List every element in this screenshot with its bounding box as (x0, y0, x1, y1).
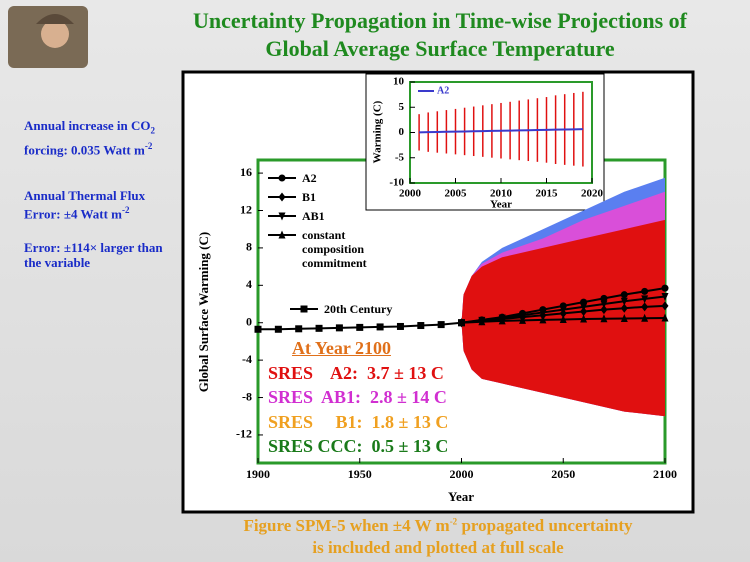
y-tick-label: -5 (395, 151, 405, 163)
annotation: SRES A2: 3.7 ± 13 C (268, 363, 444, 384)
portrait-face (41, 20, 69, 48)
note-text: forcing: 0.035 Watt m (24, 142, 145, 157)
caption-line: is included and plotted at full scale (183, 538, 693, 558)
caption-text: Figure SPM-5 when ±4 W m (243, 516, 449, 535)
y-tick-label: 4 (246, 277, 252, 291)
marker (397, 323, 404, 330)
x-axis-label: Year (490, 199, 512, 211)
side-note: Error: ±114× larger than the variable (24, 240, 174, 270)
marker (417, 322, 424, 329)
y-tick-label: 16 (240, 165, 252, 179)
marker (255, 326, 262, 333)
legend-label: AB1 (302, 209, 422, 223)
side-note: Annual increase in CO2 forcing: 0.035 Wa… (24, 118, 174, 157)
legend-label: A2 (302, 171, 422, 185)
chart-canvas: 19001950200020502100-12-8-40481216YearGl… (0, 0, 750, 562)
annotation: SRES B1: 1.8 ± 13 C (268, 412, 448, 433)
y-tick-label: 0 (399, 126, 405, 138)
caption-text: propagated uncertainty (457, 516, 632, 535)
y-axis-label: Warming (C) (372, 100, 384, 163)
marker (438, 321, 445, 328)
y-axis-label: Global Surface Warming (C) (196, 232, 211, 392)
legend-label: A2 (437, 85, 449, 96)
y-tick-label: -8 (242, 389, 252, 403)
y-tick-label: 10 (393, 76, 405, 88)
side-note: Annual Thermal Flux Error: ±4 Watt m-2 (24, 188, 174, 221)
annotation: SRES CCC: 0.5 ± 13 C (268, 436, 448, 457)
legend-marker (279, 175, 286, 182)
x-tick-label: 2000 (450, 467, 474, 481)
x-tick-label: 1900 (246, 467, 270, 481)
title-line: Global Average Surface Temperature (130, 36, 750, 62)
annotation: At Year 2100 (292, 338, 391, 359)
legend-label: 20th Century (324, 302, 444, 316)
x-tick-label: 2005 (445, 188, 468, 200)
y-tick-label: 8 (246, 240, 252, 254)
marker (641, 288, 648, 295)
x-axis-label: Year (448, 489, 474, 504)
note-text: Error: ±114× larger than the variable (24, 240, 163, 270)
legend-label: B1 (302, 190, 422, 204)
marker (356, 324, 363, 331)
note-sup: -2 (145, 141, 153, 151)
annotation: SRES AB1: 2.8 ± 14 C (268, 387, 447, 408)
x-tick-label: 2020 (581, 188, 604, 200)
x-tick-label: 1950 (348, 467, 372, 481)
y-tick-label: 12 (240, 202, 252, 216)
marker (662, 285, 669, 292)
marker (336, 324, 343, 331)
note-sub: 2 (151, 126, 156, 136)
y-tick-label: -12 (236, 427, 252, 441)
marker (377, 323, 384, 330)
marker (275, 326, 282, 333)
legend-marker (301, 306, 308, 313)
note-sup: -2 (122, 205, 130, 215)
marker (295, 325, 302, 332)
y-tick-label: 0 (246, 314, 252, 328)
y-tick-label: 5 (399, 101, 405, 113)
x-tick-label: 2050 (551, 467, 575, 481)
slide: 19001950200020502100-12-8-40481216YearGl… (0, 0, 750, 562)
legend-label: constant composition commitment (302, 228, 382, 270)
x-tick-label: 2100 (653, 467, 677, 481)
marker (458, 319, 465, 326)
x-tick-label: 2015 (536, 188, 559, 200)
marker (621, 291, 628, 298)
marker (316, 325, 323, 332)
y-tick-label: -4 (242, 352, 252, 366)
caption-line: Figure SPM-5 when ±4 W m-2 propagated un… (183, 516, 693, 536)
title-line: Uncertainty Propagation in Time-wise Pro… (130, 8, 750, 34)
note-text: Annual increase in CO (24, 118, 151, 133)
